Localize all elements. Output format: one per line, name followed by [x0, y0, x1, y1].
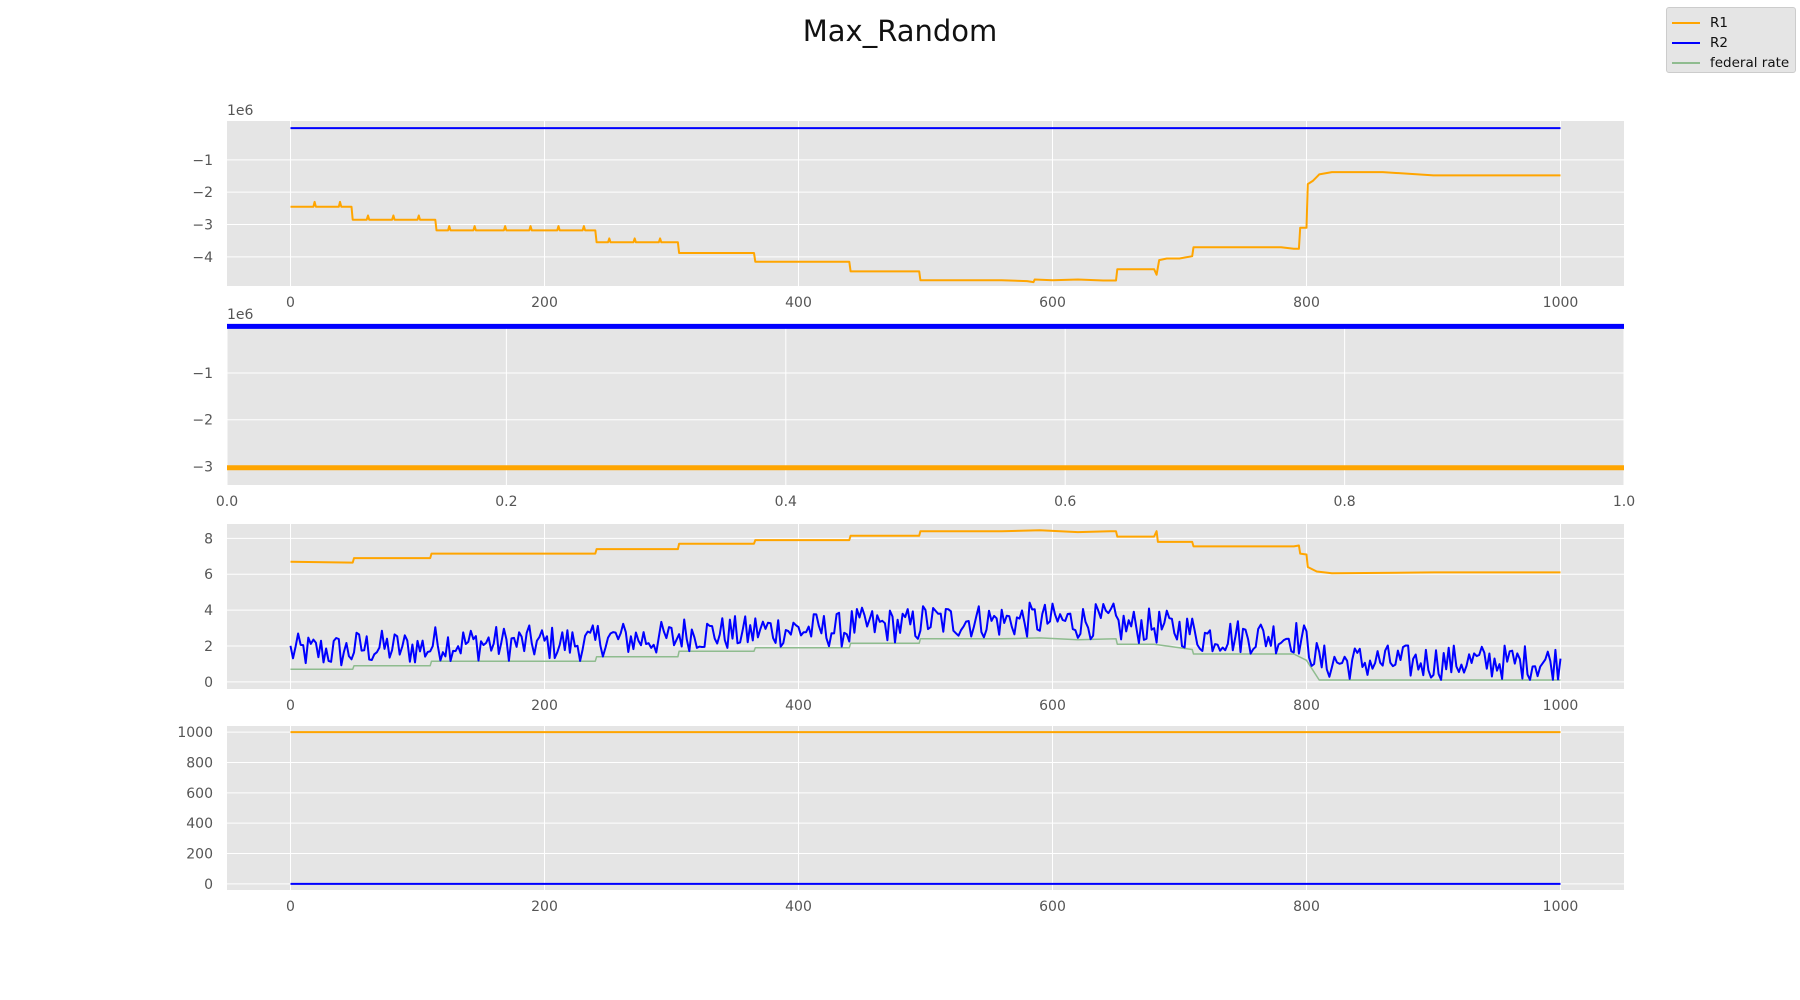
x-tick-label: 1.0: [1613, 494, 1635, 510]
x-tick-label: 600: [1039, 899, 1066, 915]
series-line-federal-rate: [290, 637, 1561, 681]
y-tick-label: −3: [192, 459, 213, 475]
legend-swatch-federal-rate: [1672, 62, 1700, 64]
legend-swatch-r2: [1672, 42, 1700, 44]
y-tick-label: 800: [186, 755, 213, 771]
y-tick-label: 200: [186, 847, 213, 863]
legend-item-r1: R1: [1672, 14, 1728, 32]
y-tick-label: 1000: [177, 725, 213, 741]
x-tick-label: 800: [1293, 295, 1320, 311]
legend-label-r2: R2: [1710, 35, 1728, 51]
y-tick-label: 4: [204, 603, 213, 619]
axis-offset-label: 1e6: [227, 307, 254, 323]
x-tick-label: 200: [531, 899, 558, 915]
x-tick-label: 0.8: [1333, 494, 1355, 510]
x-tick-label: 200: [531, 295, 558, 311]
y-tick-label: −4: [192, 250, 213, 266]
legend-item-r2: R2: [1672, 34, 1728, 52]
x-tick-label: 0: [286, 899, 295, 915]
y-tick-label: −1: [192, 153, 213, 169]
x-tick-label: 0.4: [775, 494, 797, 510]
y-tick-label: −2: [192, 185, 213, 201]
series-line-r2: [289, 601, 1562, 681]
plot-area-3: [227, 524, 1624, 689]
x-tick-label: 400: [785, 899, 812, 915]
legend-item-federal-rate: federal rate: [1672, 54, 1789, 72]
legend-label-r1: R1: [1710, 15, 1728, 31]
x-tick-label: 400: [785, 295, 812, 311]
y-tick-label: 6: [204, 567, 213, 583]
x-tick-label: 0: [286, 698, 295, 714]
plot-area-1: [227, 121, 1624, 286]
x-tick-label: 0.2: [495, 494, 517, 510]
series-line-r1: [290, 171, 1561, 284]
x-tick-label: 600: [1039, 295, 1066, 311]
y-tick-label: 0: [204, 877, 213, 893]
x-tick-label: 400: [785, 698, 812, 714]
y-tick-label: 8: [204, 531, 213, 547]
x-tick-label: 800: [1293, 899, 1320, 915]
x-tick-label: 200: [531, 698, 558, 714]
y-tick-label: −1: [192, 366, 213, 382]
y-tick-label: −3: [192, 218, 213, 234]
series-line-r1: [290, 529, 1561, 575]
y-tick-label: 2: [204, 639, 213, 655]
figure-title: Max_Random: [802, 14, 998, 48]
legend: R1 R2 federal rate: [1666, 7, 1796, 73]
legend-label-federal-rate: federal rate: [1710, 55, 1790, 71]
plot-area-2: [227, 325, 1624, 485]
plot-area-4: [227, 726, 1624, 890]
x-tick-label: 1000: [1543, 295, 1579, 311]
y-tick-label: 400: [186, 816, 213, 832]
x-tick-label: 600: [1039, 698, 1066, 714]
x-tick-label: 1000: [1543, 698, 1579, 714]
x-tick-label: 800: [1293, 698, 1320, 714]
axis-offset-label: 1e6: [227, 103, 254, 119]
x-tick-label: 1000: [1543, 899, 1579, 915]
y-tick-label: 0: [204, 675, 213, 691]
x-tick-label: 0: [286, 295, 295, 311]
x-tick-label: 0.0: [216, 494, 238, 510]
y-tick-label: 600: [186, 786, 213, 802]
y-tick-label: −2: [192, 413, 213, 429]
legend-swatch-r1: [1672, 22, 1700, 24]
x-tick-label: 0.6: [1054, 494, 1076, 510]
